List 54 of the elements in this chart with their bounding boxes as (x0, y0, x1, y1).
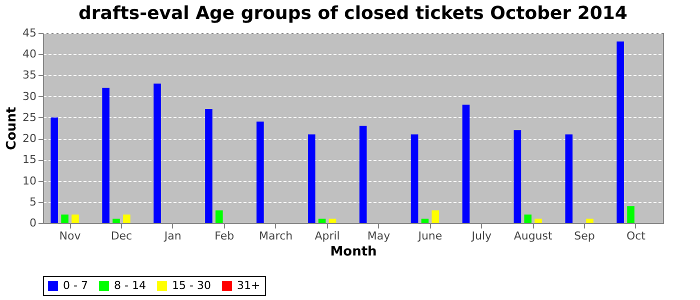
bar (112, 218, 120, 223)
y-tick-label: 45 (22, 26, 36, 40)
bar (514, 130, 522, 223)
x-tick-label: June (417, 230, 442, 242)
x-axis-title: Month (330, 244, 377, 260)
bar (123, 214, 130, 223)
y-tick-label: 35 (22, 68, 36, 82)
bar (462, 104, 470, 223)
bar (61, 214, 68, 223)
x-tick-label: April (314, 230, 340, 242)
y-tick-label: 40 (22, 48, 36, 61)
x-tick-label: Jan (163, 230, 182, 242)
y-tick-label: 5 (30, 195, 36, 208)
x-tick-label: Oct (626, 230, 646, 242)
x-tick-label: Sep (574, 230, 595, 242)
bar (154, 84, 161, 223)
bar (50, 117, 58, 223)
y-tick-label: 20 (22, 132, 36, 146)
x-tick-label: Feb (214, 230, 234, 242)
y-axis-title: Count (4, 106, 20, 150)
bar (72, 214, 79, 223)
x-tick-label: August (514, 230, 554, 242)
y-tick-label: 10 (22, 174, 36, 188)
bar (534, 218, 542, 223)
bar (308, 134, 316, 223)
bar (410, 134, 418, 223)
bar (627, 206, 634, 223)
bar (565, 134, 573, 223)
bar (256, 122, 264, 223)
legend-label: 8 - 14 (114, 279, 146, 292)
legend-label: 15 - 30 (172, 279, 211, 292)
bar (359, 126, 367, 223)
x-tick-label: Nov (59, 230, 82, 242)
bar (205, 109, 212, 223)
y-tick-label: 0 (30, 216, 36, 230)
chart-title: drafts-eval Age groups of closed tickets October 2014 (78, 3, 628, 24)
bar (586, 218, 594, 223)
y-tick-label: 30 (22, 90, 36, 103)
x-tick-label: July (470, 230, 492, 242)
bar (216, 210, 223, 223)
bar (432, 210, 440, 223)
legend-label: 31+ (237, 279, 260, 292)
bar (328, 218, 336, 223)
bar (616, 41, 624, 223)
x-tick-label: May (367, 230, 391, 242)
legend-label: 0 - 7 (63, 279, 88, 292)
bar (421, 218, 429, 223)
bar (102, 88, 110, 223)
y-tick-label: 15 (22, 153, 36, 166)
x-tick-label: Dec (110, 230, 132, 242)
bar (318, 218, 326, 223)
x-tick-label: March (259, 230, 293, 242)
y-tick-label: 25 (22, 110, 36, 124)
bar (524, 214, 532, 223)
